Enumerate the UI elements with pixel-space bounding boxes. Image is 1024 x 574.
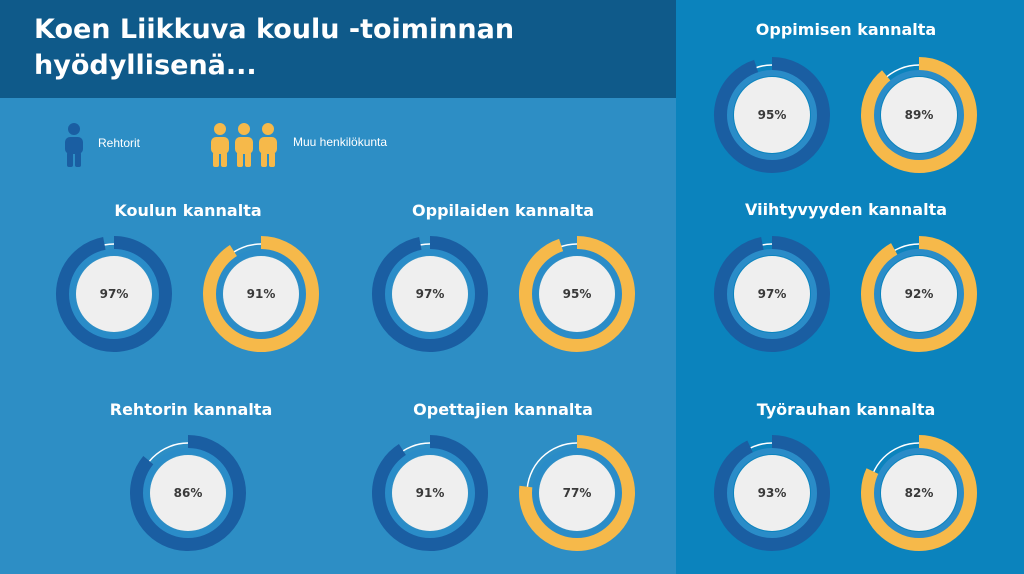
donut-inner-band xyxy=(532,249,622,339)
legend-principals-label: Rehtorit xyxy=(98,136,141,150)
people-group-icon xyxy=(211,123,277,167)
donut-center xyxy=(881,256,957,332)
donut-center xyxy=(881,455,957,531)
donut-value-label: 82% xyxy=(905,486,934,500)
donut-center xyxy=(734,455,810,531)
donut-value-label: 95% xyxy=(563,287,592,301)
donut-arc xyxy=(203,236,319,352)
donut-value-label: 91% xyxy=(247,287,276,301)
donut-arc xyxy=(372,435,488,551)
donut-value-label: 89% xyxy=(905,108,934,122)
chart-title-koulu: Koulun kannalta xyxy=(114,201,262,220)
donut-arc xyxy=(861,435,977,551)
donut-inner-band xyxy=(727,249,817,339)
donut-center xyxy=(539,256,615,332)
donut-inner-band xyxy=(143,448,233,538)
title-bar: Koen Liikkuva koulu -toiminnan hyödyllis… xyxy=(0,0,676,98)
donut-inner-band xyxy=(874,448,964,538)
chart-title-oppilaat: Oppilaiden kannalta xyxy=(412,201,594,220)
donut-arc xyxy=(372,236,488,352)
donut-arc xyxy=(714,236,830,352)
chart-title-viihtyvyys: Viihtyvyyden kannalta xyxy=(744,200,948,219)
donut-arc xyxy=(861,57,977,173)
donut-inner-band xyxy=(385,249,475,339)
donut-value-label: 91% xyxy=(416,486,445,500)
donut-inner-band xyxy=(727,448,817,538)
donut-value-label: 97% xyxy=(100,287,129,301)
donut-value-label: 86% xyxy=(174,486,203,500)
chart-title-oppiminen: Oppimisen kannalta xyxy=(755,20,937,39)
donut-arc xyxy=(714,57,830,173)
page-title: Koen Liikkuva koulu -toiminnan hyödyllis… xyxy=(34,14,515,81)
donut-arc xyxy=(519,435,635,551)
donut-center xyxy=(392,455,468,531)
donut-center xyxy=(881,77,957,153)
donut-center xyxy=(539,455,615,531)
donut-center xyxy=(223,256,299,332)
donut-arc xyxy=(714,435,830,551)
person-icon xyxy=(65,123,83,167)
donut-arc xyxy=(130,435,246,551)
donut-value-label: 77% xyxy=(563,486,592,500)
donut-center xyxy=(150,455,226,531)
donut-arc xyxy=(519,236,635,352)
donut-center xyxy=(392,256,468,332)
donut-inner-band xyxy=(727,70,817,160)
donut-value-label: 93% xyxy=(758,486,787,500)
donut-inner-band xyxy=(532,448,622,538)
chart-title-rehtori: Rehtorin kannalta xyxy=(109,400,273,419)
donut-inner-band xyxy=(69,249,159,339)
donut-arc xyxy=(861,236,977,352)
donut-arc xyxy=(56,236,172,352)
donut-value-label: 92% xyxy=(905,287,934,301)
donut-value-label: 97% xyxy=(758,287,787,301)
donut-inner-band xyxy=(874,70,964,160)
donut-inner-band xyxy=(874,249,964,339)
donut-center xyxy=(76,256,152,332)
donut-center xyxy=(734,256,810,332)
chart-title-opettajat: Opettajien kannalta xyxy=(413,400,593,419)
donut-inner-band xyxy=(385,448,475,538)
donut-center xyxy=(734,77,810,153)
donut-value-label: 95% xyxy=(758,108,787,122)
chart-title-tyorauha: Työrauhan kannalta xyxy=(756,400,936,419)
donut-inner-band xyxy=(216,249,306,339)
donut-value-label: 97% xyxy=(416,287,445,301)
legend-staff-label: Muu henkilökunta xyxy=(293,135,388,149)
